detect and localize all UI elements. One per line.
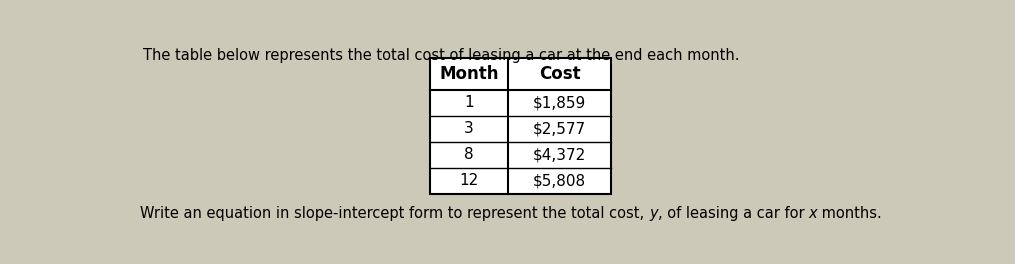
Text: $5,808: $5,808 bbox=[533, 173, 586, 188]
Text: 1: 1 bbox=[464, 95, 474, 110]
Text: Month: Month bbox=[439, 65, 498, 83]
Text: $2,577: $2,577 bbox=[533, 121, 586, 136]
Text: $4,372: $4,372 bbox=[533, 147, 586, 162]
Text: y: y bbox=[649, 206, 658, 221]
Text: Cost: Cost bbox=[539, 65, 581, 83]
Text: months.: months. bbox=[817, 206, 882, 221]
Text: The table below represents the total cost of leasing a car at the end each month: The table below represents the total cos… bbox=[142, 48, 739, 63]
Bar bbox=[429, 58, 611, 194]
Text: 12: 12 bbox=[460, 173, 479, 188]
Text: 8: 8 bbox=[464, 147, 474, 162]
Text: Write an equation in slope-intercept form to represent the total cost,: Write an equation in slope-intercept for… bbox=[140, 206, 649, 221]
Text: , of leasing a car for: , of leasing a car for bbox=[658, 206, 809, 221]
Text: x: x bbox=[809, 206, 817, 221]
Text: $1,859: $1,859 bbox=[533, 95, 586, 110]
Text: 3: 3 bbox=[464, 121, 474, 136]
